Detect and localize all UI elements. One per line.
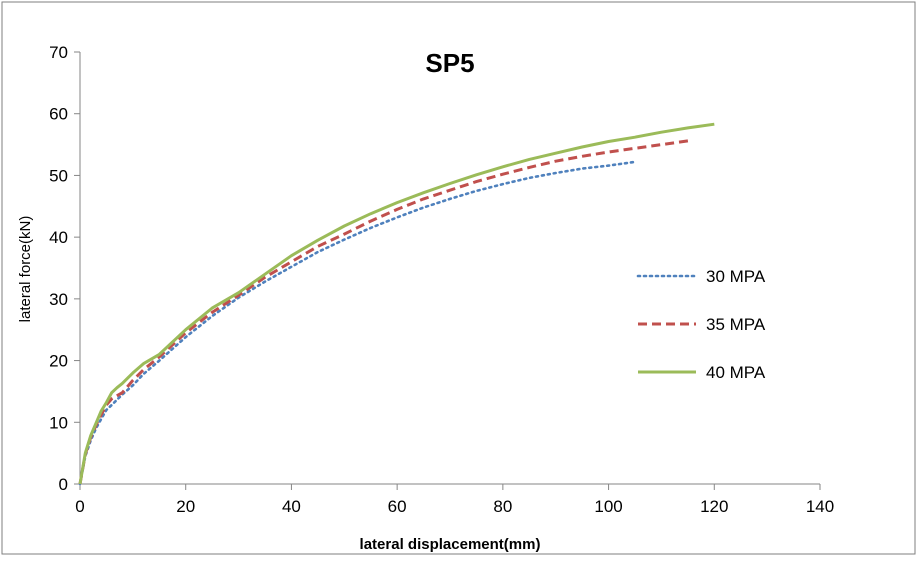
x-tick-label: 60 — [388, 497, 407, 516]
legend-label: 35 MPA — [706, 315, 766, 334]
y-tick-label: 20 — [49, 352, 68, 371]
x-axis-label: lateral displacement(mm) — [360, 536, 541, 553]
y-tick-label: 10 — [49, 413, 68, 432]
series-line-3 — [78, 122, 715, 485]
series-line-2 — [78, 139, 689, 485]
y-tick-label: 60 — [49, 105, 68, 124]
x-tick-label: 100 — [594, 497, 622, 516]
chart-title: SP5 — [425, 48, 474, 78]
y-tick-label: 50 — [49, 166, 68, 185]
legend: 30 MPA 35 MPA 40 MPA — [636, 267, 766, 382]
y-tick-label: 40 — [49, 228, 68, 247]
y-tick-label: 70 — [49, 43, 68, 62]
series-line-1 — [78, 160, 637, 486]
y-tick-label: 30 — [49, 290, 68, 309]
x-tick-label: 80 — [493, 497, 512, 516]
series-lines — [78, 122, 715, 486]
x-tick-label: 40 — [282, 497, 301, 516]
x-tick-label: 0 — [75, 497, 84, 516]
x-tick-label: 120 — [700, 497, 728, 516]
x-tick-label: 140 — [806, 497, 834, 516]
y-tick-label: 0 — [59, 475, 68, 494]
x-tick-label: 20 — [176, 497, 195, 516]
y-axis-label: lateral force(kN) — [17, 216, 34, 323]
legend-label: 30 MPA — [706, 267, 766, 286]
legend-label: 40 MPA — [706, 363, 766, 382]
axes: 0 10 20 30 40 50 60 70 0 20 40 60 80 100 120 140 — [49, 43, 834, 516]
